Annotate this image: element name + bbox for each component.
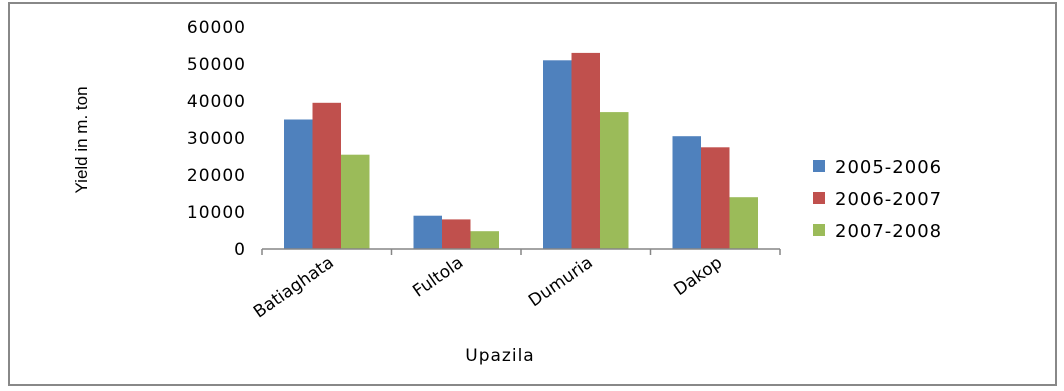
category-label: Batiaghata — [250, 253, 338, 323]
bar-2005-2006-Fultola — [413, 215, 442, 249]
category-label: Fultola — [409, 253, 467, 302]
legend: 2005-2006 2006-2007 2007-2008 — [813, 157, 942, 242]
category-label: Dakop — [670, 253, 726, 300]
legend-label: 2006-2007 — [835, 189, 942, 210]
bar-2005-2006-Dumuria — [543, 60, 572, 249]
bar-2006-2007-Fultola — [442, 219, 471, 249]
category-labels: Batiaghata Fultola Dumuria Dakop — [250, 253, 726, 323]
bar-2005-2006-Dakop — [672, 136, 701, 249]
bar-2006-2007-Dumuria — [571, 52, 600, 250]
y-axis-title: Yield in m. ton — [72, 86, 91, 193]
legend-label: 2005-2006 — [835, 157, 942, 178]
legend-swatch — [813, 160, 825, 172]
bar-2007-2008-Dakop — [729, 197, 758, 249]
y-tick-label: 40000 — [187, 92, 246, 112]
chart-frame — [8, 2, 1057, 386]
y-tick-label: 30000 — [187, 129, 246, 149]
y-axis-ticks: 0 10000 20000 30000 40000 50000 60000 — [187, 18, 246, 260]
bar-2006-2007-Dakop — [701, 147, 730, 250]
y-tick-label: 10000 — [187, 203, 246, 223]
legend-swatch — [813, 224, 825, 236]
y-tick-label: 60000 — [187, 18, 246, 38]
bar-2006-2007-Batiaghata — [312, 102, 341, 249]
legend-swatch — [813, 192, 825, 204]
x-axis-ticks — [261, 249, 781, 255]
bar-2007-2008-Dumuria — [600, 112, 629, 249]
bar-2007-2008-Batiaghata — [341, 154, 370, 249]
y-tick-label: 0 — [234, 240, 246, 260]
y-tick-label: 50000 — [187, 55, 246, 75]
legend-label: 2007-2008 — [835, 221, 942, 242]
bars — [284, 52, 758, 250]
bar-2007-2008-Fultola — [470, 231, 499, 249]
category-label: Dumuria — [525, 253, 597, 311]
x-axis-title: Upazila — [465, 346, 534, 366]
y-tick-label: 20000 — [187, 166, 246, 186]
bar-2005-2006-Batiaghata — [284, 119, 313, 249]
